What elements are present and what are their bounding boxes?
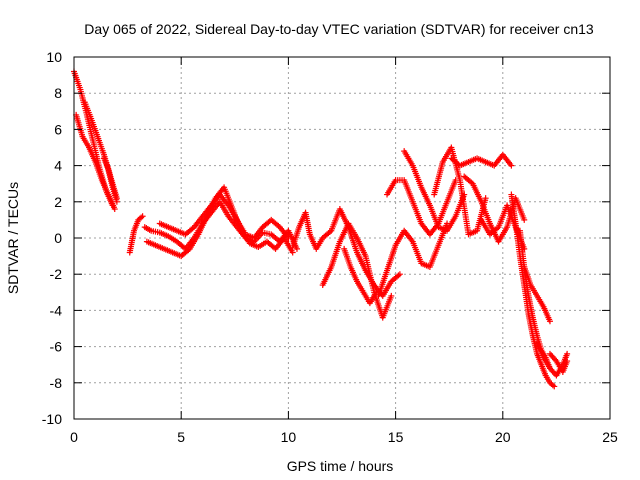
y-tick-label: 8 — [54, 85, 62, 101]
y-tick-label: -10 — [42, 411, 62, 427]
data-point — [139, 213, 146, 220]
x-tick-label: 10 — [281, 429, 297, 445]
data-point — [521, 216, 528, 223]
data-point — [564, 358, 571, 365]
data-point — [388, 292, 395, 299]
data-point — [546, 318, 553, 325]
data-point — [482, 195, 489, 202]
y-tick-label: 10 — [46, 49, 62, 65]
x-tick-label: 15 — [388, 429, 404, 445]
data-point — [111, 206, 118, 213]
x-tick-label: 20 — [495, 429, 511, 445]
y-tick-label: 6 — [54, 121, 62, 137]
chart-title: Day 065 of 2022, Sidereal Day-to-day VTE… — [84, 21, 594, 37]
y-tick-label: -8 — [50, 375, 63, 391]
y-tick-label: -4 — [50, 302, 63, 318]
y-tick-label: 0 — [54, 230, 62, 246]
y-tick-label: 4 — [54, 158, 62, 174]
data-point — [508, 162, 515, 169]
data-point — [289, 249, 296, 256]
x-tick-label: 5 — [177, 429, 185, 445]
data-point — [396, 271, 403, 278]
x-tick-labels: 0 5 10 15 20 25 — [70, 57, 618, 445]
data-point — [293, 245, 300, 252]
data-points — [71, 68, 571, 390]
x-axis-label: GPS time / hours — [287, 458, 394, 474]
y-tick-labels: -10 -8 -6 -4 -2 0 2 4 6 8 10 — [42, 49, 610, 427]
data-point — [551, 383, 558, 390]
data-point — [113, 198, 120, 205]
data-point — [564, 350, 571, 357]
y-tick-label: -6 — [50, 339, 63, 355]
y-tick-label: -2 — [50, 266, 63, 282]
x-tick-label: 0 — [70, 429, 78, 445]
y-axis-label: SDTVAR / TECUs — [5, 182, 21, 294]
data-point — [285, 235, 292, 241]
y-tick-label: 2 — [54, 194, 62, 210]
x-tick-label: 25 — [602, 429, 618, 445]
